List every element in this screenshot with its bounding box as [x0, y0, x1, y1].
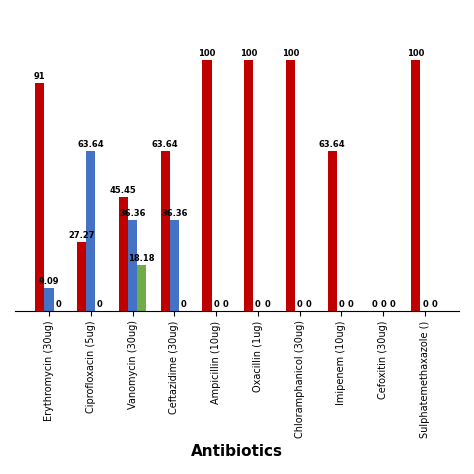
Text: 0: 0	[213, 300, 219, 309]
Bar	[35, 82, 45, 311]
Text: 0: 0	[371, 300, 377, 309]
Bar	[161, 151, 170, 311]
Bar	[244, 60, 253, 311]
Text: 100: 100	[198, 49, 216, 58]
Text: 0: 0	[297, 300, 302, 309]
Bar	[411, 60, 420, 311]
Text: 0: 0	[264, 300, 270, 309]
Text: 0: 0	[222, 300, 228, 309]
Text: 0: 0	[390, 300, 395, 309]
Bar	[77, 242, 86, 311]
Text: 63.64: 63.64	[77, 140, 104, 149]
Text: 63.64: 63.64	[319, 140, 346, 149]
Text: 27.27: 27.27	[68, 231, 95, 240]
Bar	[45, 288, 54, 311]
Text: 0: 0	[97, 300, 103, 309]
Bar	[170, 219, 179, 311]
Text: 63.64: 63.64	[152, 140, 178, 149]
Text: 0: 0	[422, 300, 428, 309]
Text: 0: 0	[255, 300, 261, 309]
Text: 100: 100	[282, 49, 299, 58]
Text: 36.36: 36.36	[119, 209, 146, 218]
Text: 100: 100	[407, 49, 425, 58]
Text: 18.18: 18.18	[128, 254, 155, 263]
Text: 0: 0	[431, 300, 437, 309]
Text: 100: 100	[240, 49, 257, 58]
Bar	[137, 265, 146, 311]
Bar	[86, 151, 95, 311]
Text: 9.09: 9.09	[39, 277, 59, 286]
Text: 0: 0	[348, 300, 354, 309]
Text: 0: 0	[380, 300, 386, 309]
Bar	[328, 151, 337, 311]
Text: 36.36: 36.36	[161, 209, 188, 218]
Text: 91: 91	[34, 72, 46, 81]
Bar	[119, 197, 128, 311]
Text: 45.45: 45.45	[110, 186, 137, 195]
Text: 0: 0	[55, 300, 61, 309]
Bar	[286, 60, 295, 311]
Text: 0: 0	[338, 300, 344, 309]
Bar	[202, 60, 211, 311]
X-axis label: Antibiotics: Antibiotics	[191, 444, 283, 459]
Text: 0: 0	[181, 300, 186, 309]
Text: 0: 0	[306, 300, 312, 309]
Bar	[128, 219, 137, 311]
